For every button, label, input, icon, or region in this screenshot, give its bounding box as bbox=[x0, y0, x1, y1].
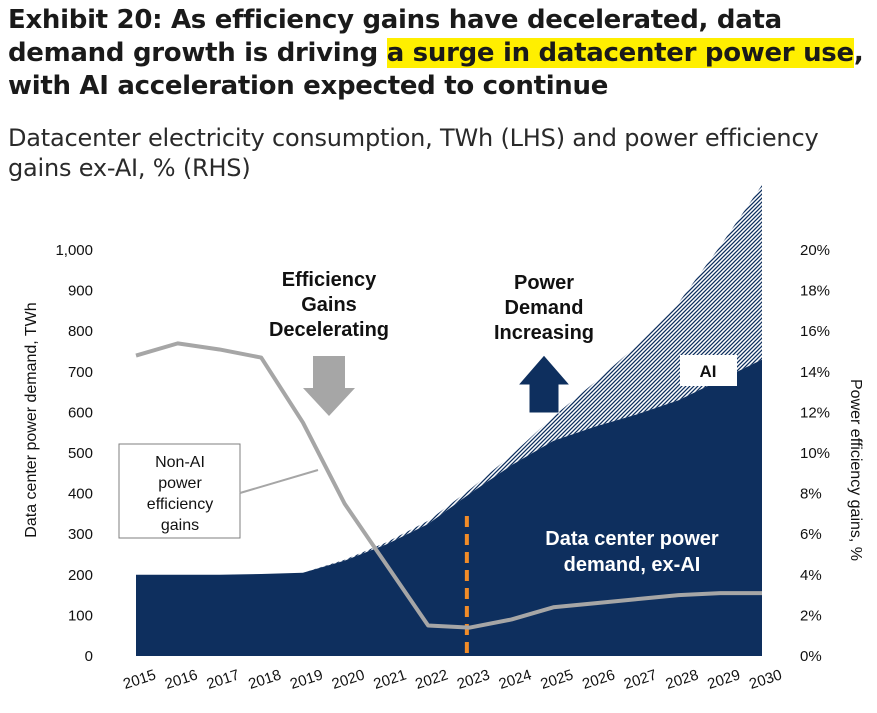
efficiency-line-series bbox=[135, 341, 762, 630]
ai-area bbox=[136, 185, 762, 575]
non-ai-callout-line: efficiency bbox=[147, 496, 213, 513]
ex-ai-label-line: Data center power bbox=[545, 528, 719, 550]
efficiency-annotation-line: Decelerating bbox=[269, 319, 389, 341]
left-tick-label: 100 bbox=[68, 607, 93, 624]
left-tick-label: 700 bbox=[68, 364, 93, 381]
area-series bbox=[136, 185, 762, 656]
down-arrow-icon bbox=[303, 356, 355, 416]
x-tick-label: 2023 bbox=[455, 666, 492, 692]
efficiency-annotation-line: Gains bbox=[301, 294, 357, 316]
x-tick-label: 2020 bbox=[330, 666, 367, 692]
x-tick-label: 2026 bbox=[580, 666, 617, 692]
title-part2: , with AI acceleration expected to conti… bbox=[8, 38, 864, 101]
right-tick-label: 8% bbox=[800, 486, 822, 503]
efficiency-gains-line bbox=[135, 341, 762, 630]
ai-label-box bbox=[680, 355, 737, 386]
x-axis-ticks: 2015 2016 2017 2018 2019 2020 2021 2022 2023 2024… bbox=[121, 666, 784, 692]
right-tick-label: 6% bbox=[800, 526, 822, 543]
left-tick-label: 800 bbox=[68, 323, 93, 340]
right-tick-label: 16% bbox=[800, 323, 830, 340]
non-ai-callout-leader bbox=[239, 469, 319, 494]
non-ai-callout-line: Non-AI bbox=[155, 454, 205, 471]
efficiency-annotation-line: Efficiency bbox=[282, 269, 377, 291]
right-tick-label: 10% bbox=[800, 445, 830, 462]
non-ai-callout-box bbox=[118, 443, 241, 539]
left-tick-label: 500 bbox=[68, 445, 93, 462]
right-tick-label: 18% bbox=[800, 283, 830, 300]
right-tick-label: 20% bbox=[800, 242, 830, 259]
x-tick-label: 2028 bbox=[664, 666, 701, 692]
left-axis-ticks: 0 100 200 300 400 500 600 700 800 900 1,000 bbox=[55, 242, 93, 665]
left-tick-label: 200 bbox=[68, 567, 93, 584]
x-tick-label: 2030 bbox=[747, 666, 784, 692]
title-part1: Exhibit 20: As efficiency gains have dec… bbox=[8, 5, 782, 68]
x-tick-label: 2021 bbox=[372, 666, 409, 692]
x-tick-label: 2017 bbox=[205, 666, 242, 692]
right-tick-label: 4% bbox=[800, 567, 822, 584]
power-annotation-line: Increasing bbox=[494, 322, 594, 344]
left-tick-label: 600 bbox=[68, 404, 93, 421]
x-tick-label: 2024 bbox=[497, 666, 534, 692]
left-tick-label: 300 bbox=[68, 526, 93, 543]
x-tick-label: 2019 bbox=[288, 666, 325, 692]
right-axis-label: Power efficiency gains, % bbox=[847, 379, 864, 561]
right-tick-label: 0% bbox=[800, 648, 822, 665]
annotations: Efficiency Gains Decelerating Power Demand In… bbox=[118, 269, 737, 576]
x-tick-label: 2022 bbox=[413, 666, 450, 692]
ex-ai-label-line: demand, ex-AI bbox=[564, 554, 701, 576]
power-annotation-line: Power bbox=[514, 272, 574, 294]
x-tick-label: 2016 bbox=[163, 666, 200, 692]
ai-label: AI bbox=[700, 362, 717, 381]
x-tick-label: 2025 bbox=[538, 666, 575, 692]
non-ai-callout-line: power bbox=[158, 475, 202, 492]
x-tick-label: 2027 bbox=[622, 666, 659, 692]
left-tick-label: 1,000 bbox=[55, 242, 93, 259]
x-tick-label: 2015 bbox=[121, 666, 158, 692]
left-tick-label: 0 bbox=[85, 648, 93, 665]
x-tick-label: 2018 bbox=[246, 666, 283, 692]
right-tick-label: 2% bbox=[800, 607, 822, 624]
chart-title: Exhibit 20: As efficiency gains have dec… bbox=[8, 4, 874, 103]
up-arrow-icon bbox=[516, 354, 572, 414]
left-tick-label: 400 bbox=[68, 486, 93, 503]
non-ai-callout-line: gains bbox=[161, 517, 199, 534]
power-annotation-line: Demand bbox=[505, 297, 584, 319]
right-tick-label: 12% bbox=[800, 404, 830, 421]
ex-ai-area bbox=[136, 359, 762, 656]
right-axis-ticks: 0% 2% 4% 6% 8% 10% 12% 14% 16% 18% 20% bbox=[800, 242, 830, 665]
right-tick-label: 14% bbox=[800, 364, 830, 381]
chart-subtitle: Datacenter electricity consumption, TWh … bbox=[8, 124, 819, 182]
left-axis-label: Data center power demand, TWh bbox=[23, 302, 40, 537]
title-highlight: a surge in datacenter power use bbox=[386, 38, 854, 68]
left-tick-label: 900 bbox=[68, 283, 93, 300]
x-tick-label: 2029 bbox=[705, 666, 742, 692]
